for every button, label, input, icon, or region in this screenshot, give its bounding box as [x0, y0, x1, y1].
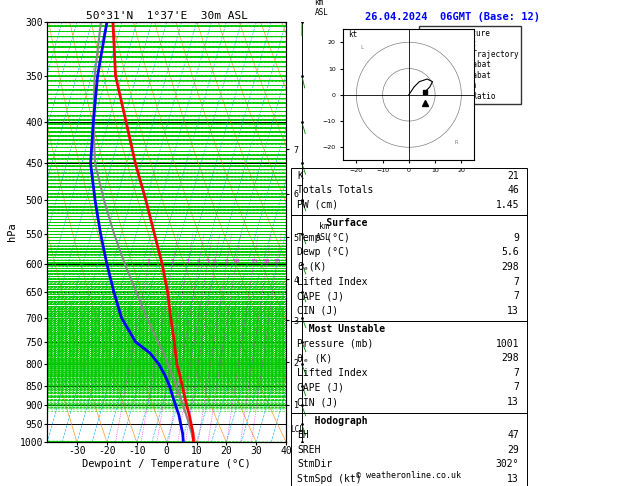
Text: CAPE (J): CAPE (J) [297, 291, 344, 301]
Text: km
ASL: km ASL [314, 0, 328, 17]
Text: CIN (J): CIN (J) [297, 306, 338, 316]
Text: Dewp (°C): Dewp (°C) [297, 247, 350, 258]
Text: PW (cm): PW (cm) [297, 200, 338, 210]
Text: 1: 1 [147, 259, 150, 264]
Text: 15: 15 [250, 259, 257, 264]
Text: 13: 13 [507, 306, 519, 316]
Text: 5: 5 [206, 259, 209, 264]
Text: Most Unstable: Most Unstable [297, 324, 385, 334]
Text: 21: 21 [507, 171, 519, 181]
Text: Temp (°C): Temp (°C) [297, 233, 350, 243]
Legend: Temperature, Dewpoint, Parcel Trajectory, Dry Adiabat, Wet Adiabat, Isotherm, Mi: Temperature, Dewpoint, Parcel Trajectory… [419, 26, 521, 104]
Text: LCL: LCL [291, 425, 304, 434]
Text: Totals Totals: Totals Totals [297, 185, 373, 195]
Text: 1001: 1001 [496, 339, 519, 349]
Text: Lifted Index: Lifted Index [297, 368, 367, 378]
Text: 25: 25 [273, 259, 281, 264]
Text: 8: 8 [225, 259, 228, 264]
Text: StmDir: StmDir [297, 459, 332, 469]
Title: 50°31'N  1°37'E  30m ASL: 50°31'N 1°37'E 30m ASL [86, 11, 248, 21]
Text: 46: 46 [507, 185, 519, 195]
Text: θₑ (K): θₑ (K) [297, 353, 332, 364]
Text: 26.04.2024  06GMT (Base: 12): 26.04.2024 06GMT (Base: 12) [365, 12, 540, 22]
Text: 13: 13 [507, 397, 519, 407]
Text: 298: 298 [501, 262, 519, 272]
Text: 13: 13 [507, 474, 519, 484]
Text: 47: 47 [507, 430, 519, 440]
Text: 7: 7 [513, 368, 519, 378]
Text: SREH: SREH [297, 445, 320, 455]
Text: 20: 20 [263, 259, 270, 264]
Text: L: L [360, 45, 363, 50]
Text: R: R [455, 139, 458, 144]
Text: 5.6: 5.6 [501, 247, 519, 258]
Text: 29: 29 [507, 445, 519, 455]
Text: 298: 298 [501, 353, 519, 364]
Text: CIN (J): CIN (J) [297, 397, 338, 407]
Text: Lifted Index: Lifted Index [297, 277, 367, 287]
Text: K: K [297, 171, 303, 181]
Text: Hodograph: Hodograph [297, 416, 367, 426]
Text: EH: EH [297, 430, 309, 440]
Text: 4: 4 [197, 259, 201, 264]
Text: 2: 2 [171, 259, 175, 264]
Text: 10: 10 [232, 259, 240, 264]
Text: StmSpd (kt): StmSpd (kt) [297, 474, 362, 484]
Text: 6: 6 [213, 259, 216, 264]
Text: 1.45: 1.45 [496, 200, 519, 210]
Text: CAPE (J): CAPE (J) [297, 382, 344, 393]
Y-axis label: hPa: hPa [7, 223, 17, 242]
Text: 302°: 302° [496, 459, 519, 469]
Text: Pressure (mb): Pressure (mb) [297, 339, 373, 349]
Text: 7: 7 [513, 277, 519, 287]
Text: 7: 7 [513, 382, 519, 393]
Text: kt: kt [348, 30, 358, 39]
Text: © weatheronline.co.uk: © weatheronline.co.uk [357, 471, 461, 480]
X-axis label: Dewpoint / Temperature (°C): Dewpoint / Temperature (°C) [82, 459, 251, 469]
Text: 9: 9 [513, 233, 519, 243]
Text: 7: 7 [513, 291, 519, 301]
Text: 3: 3 [186, 259, 189, 264]
Text: Surface: Surface [297, 218, 367, 228]
Text: θₑ(K): θₑ(K) [297, 262, 326, 272]
Y-axis label: km
ASL: km ASL [316, 223, 331, 242]
